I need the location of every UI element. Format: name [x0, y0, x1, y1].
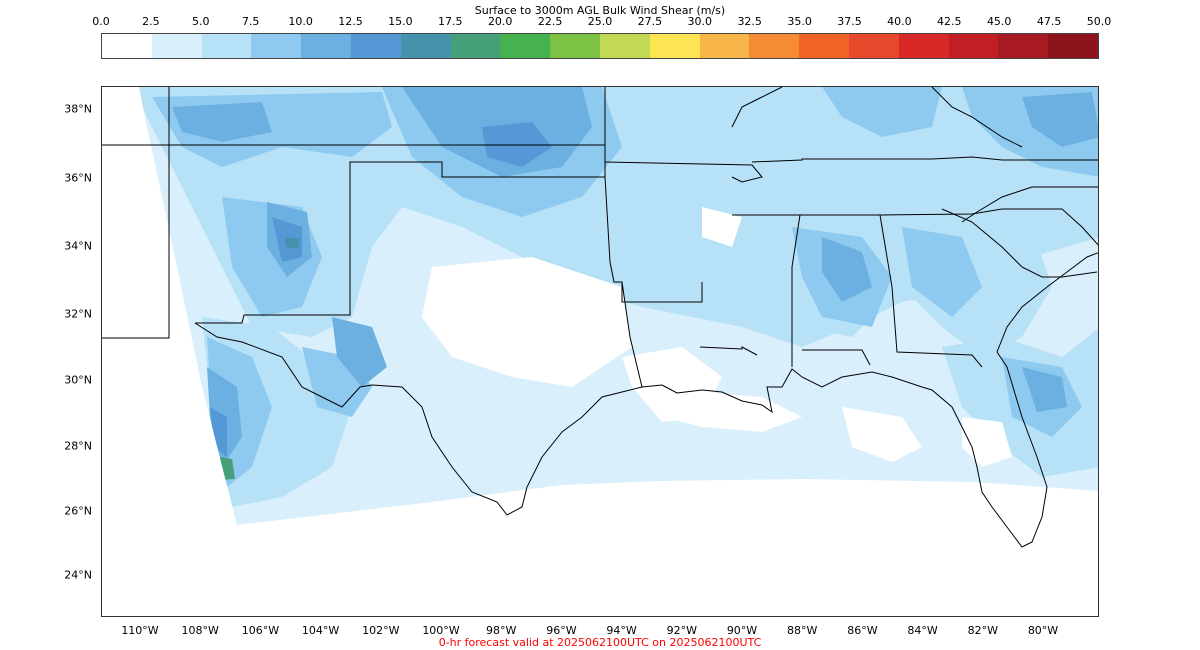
colorbar-segment [151, 34, 202, 58]
colorbar-tick-label: 17.5 [438, 15, 463, 28]
longitude-label: 108°W [181, 624, 219, 637]
longitude-label: 94°W [606, 624, 637, 637]
colorbar-tick-label: 25.0 [587, 15, 613, 28]
colorbar-tick-label: 47.5 [1036, 15, 1062, 28]
colorbar-segment [1048, 34, 1098, 58]
colorbar-segment [201, 34, 252, 58]
colorbar-tick-label: 32.5 [737, 15, 762, 28]
colorbar-tick-label: 0.0 [92, 15, 110, 28]
colorbar-tick-label: 7.5 [241, 15, 260, 28]
latitude-label: 30°N [64, 373, 92, 387]
colorbar-tick-label: 37.5 [837, 15, 862, 28]
colorbar-tick-label: 50.0 [1086, 15, 1112, 28]
latitude-label: 24°N [64, 568, 92, 582]
colorbar-segment [400, 34, 451, 58]
longitude-label: 102°W [362, 624, 400, 637]
latitude-label: 28°N [64, 439, 92, 453]
latitude-label: 34°N [64, 239, 92, 253]
longitude-label: 80°W [1027, 624, 1059, 637]
colorbar-tick-label: 27.5 [637, 15, 663, 28]
longitude-label: 110°W [121, 624, 159, 637]
longitude-label: 90°W [726, 624, 758, 637]
colorbar-segment [599, 34, 650, 58]
colorbar-title: Surface to 3000m AGL Bulk Wind Shear (m/… [474, 4, 726, 17]
colorbar-segment [948, 34, 999, 58]
latitude-label: 26°N [64, 504, 92, 518]
colorbar-tick-label: 2.5 [142, 15, 160, 28]
colorbar-tick-label: 10.0 [288, 15, 313, 28]
latitude-label: 36°N [64, 171, 92, 185]
colorbar-tick-label: 15.0 [388, 15, 413, 28]
longitude-label: 100°W [422, 624, 460, 637]
colorbar-segment [350, 34, 401, 58]
longitude-label: 86°W [847, 624, 878, 637]
colorbar-segment [301, 34, 351, 58]
shear-field [139, 87, 1098, 525]
colorbar-tick-label: 40.0 [887, 15, 912, 28]
longitude-label: 104°W [301, 624, 340, 637]
colorbar-tick-label: 12.5 [338, 15, 363, 28]
map-canvas [102, 87, 1098, 548]
longitude-label: 98°W [486, 624, 517, 637]
longitude-label: 84°W [907, 624, 938, 637]
latitude-label: 32°N [64, 307, 92, 321]
colorbar-tick-label: 5.0 [192, 15, 210, 28]
colorbar-tick-label: 22.5 [537, 15, 563, 28]
longitude-label: 106°W [241, 624, 280, 637]
colorbar-segment [799, 34, 849, 58]
longitude-label: 96°W [546, 624, 577, 637]
forecast-valid-caption: 0-hr forecast valid at 2025062100UTC on … [438, 636, 762, 649]
colorbar-segment [848, 34, 899, 58]
colorbar-segment [649, 34, 700, 58]
colorbar-segment [699, 34, 750, 58]
colorbar-segment [450, 34, 501, 58]
colorbar-segment [550, 34, 600, 58]
colorbar-tick-label: 42.5 [937, 15, 962, 28]
longitude-label: 88°W [787, 624, 818, 637]
colorbar-tick-label: 35.0 [787, 15, 812, 28]
colorbar-segment [102, 34, 152, 58]
colorbar-tick-label: 45.0 [986, 15, 1012, 28]
boundaries [102, 87, 1098, 548]
colorbar-segment [898, 34, 949, 58]
colorbar-segment [251, 34, 302, 58]
colorbar-segment [500, 34, 551, 58]
colorbar [101, 33, 1099, 59]
colorbar-tick-label: 30.0 [687, 15, 713, 28]
colorbar-segment [998, 34, 1049, 58]
longitude-label: 82°W [967, 624, 998, 637]
map-panel [101, 86, 1099, 617]
latitude-label: 38°N [64, 102, 92, 116]
colorbar-tick-label: 20.0 [487, 15, 513, 28]
longitude-label: 92°W [666, 624, 697, 637]
colorbar-segment [749, 34, 800, 58]
